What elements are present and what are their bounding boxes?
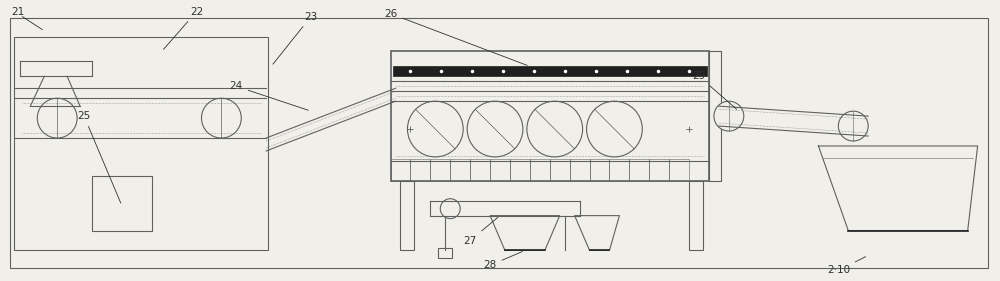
Circle shape (527, 101, 583, 157)
Text: 2·10: 2·10 (827, 257, 866, 275)
Bar (14, 37, 268, 250)
Bar (669, 159, 689, 181)
Bar (689, 181, 703, 250)
Bar (609, 159, 629, 181)
Bar (570, 159, 590, 181)
Circle shape (407, 101, 463, 157)
Bar (629, 159, 649, 181)
Bar (550, 159, 570, 181)
Circle shape (37, 98, 77, 138)
Bar (10, 18, 988, 268)
Bar (510, 159, 530, 181)
Bar (391, 51, 709, 181)
Bar (391, 159, 410, 181)
Text: 21: 21 (11, 7, 24, 17)
Bar (438, 248, 452, 259)
Text: 24: 24 (230, 81, 308, 110)
Text: 25: 25 (77, 111, 121, 203)
Circle shape (587, 101, 642, 157)
Circle shape (201, 98, 241, 138)
Text: 28: 28 (483, 251, 522, 270)
Circle shape (440, 199, 460, 219)
Bar (590, 159, 609, 181)
Polygon shape (818, 146, 978, 230)
Bar (92, 176, 152, 230)
Polygon shape (490, 216, 560, 250)
Bar (490, 159, 510, 181)
Text: 26: 26 (384, 9, 527, 65)
Text: 29: 29 (692, 71, 737, 109)
Text: 22: 22 (164, 7, 203, 49)
Bar (470, 159, 490, 181)
Bar (400, 181, 414, 250)
Bar (709, 51, 721, 181)
Bar (410, 159, 430, 181)
Bar (450, 159, 470, 181)
Text: 27: 27 (464, 217, 498, 246)
Bar (649, 159, 669, 181)
Bar (393, 66, 707, 76)
Bar (530, 159, 550, 181)
Bar (430, 159, 450, 181)
Polygon shape (575, 216, 619, 250)
Text: 23: 23 (273, 12, 318, 64)
Circle shape (838, 111, 868, 141)
Circle shape (467, 101, 523, 157)
Circle shape (714, 101, 744, 131)
